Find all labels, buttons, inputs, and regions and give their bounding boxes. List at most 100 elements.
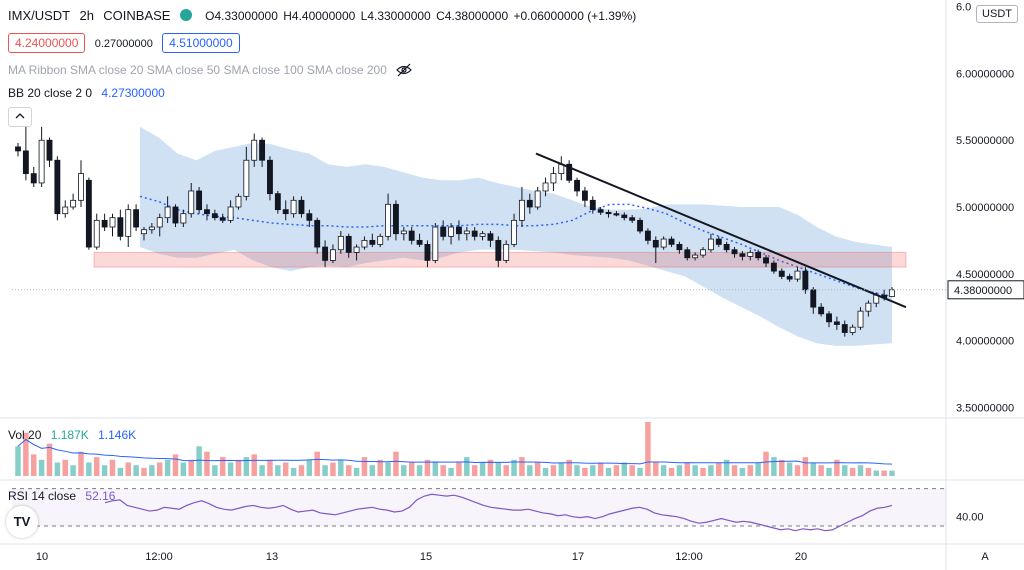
candle bbox=[668, 238, 675, 245]
volume-bar bbox=[101, 465, 108, 476]
hidden-eye-icon[interactable] bbox=[396, 63, 413, 80]
candle bbox=[849, 326, 856, 333]
rsi-label: RSI 14 close bbox=[8, 489, 77, 503]
tradingview-logo[interactable]: TV bbox=[6, 506, 38, 538]
candle bbox=[46, 139, 53, 161]
candle bbox=[810, 289, 817, 308]
auto-scale-button[interactable]: A bbox=[981, 551, 989, 563]
volume-bar bbox=[700, 467, 706, 476]
volume-bar bbox=[503, 465, 509, 476]
candle bbox=[227, 206, 234, 221]
candle bbox=[93, 219, 100, 248]
candle bbox=[581, 190, 588, 201]
candle bbox=[306, 213, 313, 221]
candle bbox=[597, 209, 604, 213]
bb-legend[interactable]: BB 20 close 2 0 4.27300000 bbox=[8, 86, 171, 100]
price-tick-label: 5.50000000 bbox=[956, 135, 1014, 147]
volume-bar bbox=[448, 467, 454, 476]
volume-bar bbox=[456, 462, 462, 476]
volume-legend[interactable]: Vol 20 1.187K 1.146K bbox=[8, 428, 142, 442]
candle bbox=[393, 203, 399, 235]
volume-bar bbox=[243, 457, 250, 476]
close-value: C4.38000000 bbox=[436, 9, 509, 23]
candle bbox=[826, 313, 832, 323]
chevron-up-icon[interactable] bbox=[8, 107, 32, 127]
candle bbox=[156, 217, 163, 228]
volume-bar bbox=[590, 465, 596, 476]
exchange-label: COINBASE bbox=[103, 8, 171, 23]
candle bbox=[802, 270, 809, 291]
candle bbox=[778, 270, 785, 277]
candle bbox=[700, 249, 706, 256]
volume-bar bbox=[802, 457, 809, 476]
candle bbox=[109, 217, 116, 228]
volume-bar bbox=[605, 467, 612, 476]
candle bbox=[188, 190, 195, 215]
volume-bar bbox=[424, 459, 431, 476]
volume-bar bbox=[235, 459, 242, 476]
interval-label[interactable]: 2h bbox=[79, 8, 94, 23]
time-tick-label: 10 bbox=[36, 551, 48, 563]
volume-bar bbox=[511, 459, 517, 476]
volume-bar bbox=[125, 462, 131, 476]
currency-pill[interactable]: USDT bbox=[976, 5, 1018, 23]
volume-bar bbox=[282, 462, 289, 476]
volume-bar bbox=[149, 465, 155, 476]
volume-bar bbox=[810, 462, 816, 476]
current-price-label: 4.38000000 bbox=[954, 285, 1012, 297]
volume-bar bbox=[86, 462, 92, 476]
candle bbox=[180, 213, 187, 224]
candle bbox=[534, 190, 541, 208]
volume-bar bbox=[212, 465, 218, 476]
ask-box[interactable]: 4.51000000 bbox=[162, 33, 240, 53]
candle bbox=[456, 226, 462, 235]
volume-bar bbox=[597, 462, 604, 476]
ma-ribbon-legend[interactable]: MA Ribbon SMA close 20 SMA close 50 SMA … bbox=[8, 63, 418, 80]
volume-bar bbox=[432, 462, 439, 476]
volume-bar bbox=[534, 462, 541, 476]
volume-bar bbox=[353, 467, 360, 476]
candle bbox=[337, 235, 344, 251]
candle bbox=[133, 209, 140, 228]
volume-bar bbox=[527, 465, 533, 476]
candle bbox=[644, 230, 651, 241]
volume-bar bbox=[401, 465, 407, 476]
market-status-icon bbox=[179, 9, 192, 21]
symbol-label[interactable]: IMX/USDT bbox=[8, 8, 71, 23]
candle bbox=[377, 235, 384, 245]
candle bbox=[613, 213, 620, 216]
candle bbox=[621, 214, 628, 219]
volume-bar bbox=[38, 459, 45, 476]
candle bbox=[731, 249, 738, 255]
volume-bar bbox=[865, 467, 872, 476]
candle bbox=[889, 289, 895, 297]
volume-bar bbox=[267, 459, 273, 476]
volume-bar bbox=[369, 465, 376, 476]
bid-box[interactable]: 4.24000000 bbox=[8, 33, 86, 53]
candle bbox=[416, 239, 423, 245]
volume-bar bbox=[818, 465, 824, 476]
candle bbox=[196, 190, 203, 211]
candle bbox=[637, 219, 643, 232]
high-value: H4.40000000 bbox=[283, 9, 356, 23]
volume-bar bbox=[668, 467, 675, 476]
volume-bar bbox=[637, 467, 643, 476]
candle bbox=[794, 270, 801, 280]
rsi-legend[interactable]: RSI 14 close 52.16 bbox=[8, 489, 121, 503]
volume-bar bbox=[731, 465, 738, 476]
candle bbox=[865, 302, 872, 312]
volume-bar bbox=[849, 467, 856, 476]
volume-bar bbox=[440, 465, 446, 476]
volume-value-2: 1.146K bbox=[98, 428, 137, 442]
candle bbox=[542, 182, 549, 192]
candle bbox=[684, 249, 691, 259]
candle bbox=[747, 252, 754, 257]
candle bbox=[511, 219, 517, 245]
volume-bar bbox=[495, 462, 502, 476]
volume-bar bbox=[78, 451, 84, 476]
time-tick-label: 15 bbox=[420, 551, 432, 563]
candle bbox=[770, 262, 777, 272]
candle bbox=[101, 219, 108, 228]
candle bbox=[550, 173, 557, 184]
